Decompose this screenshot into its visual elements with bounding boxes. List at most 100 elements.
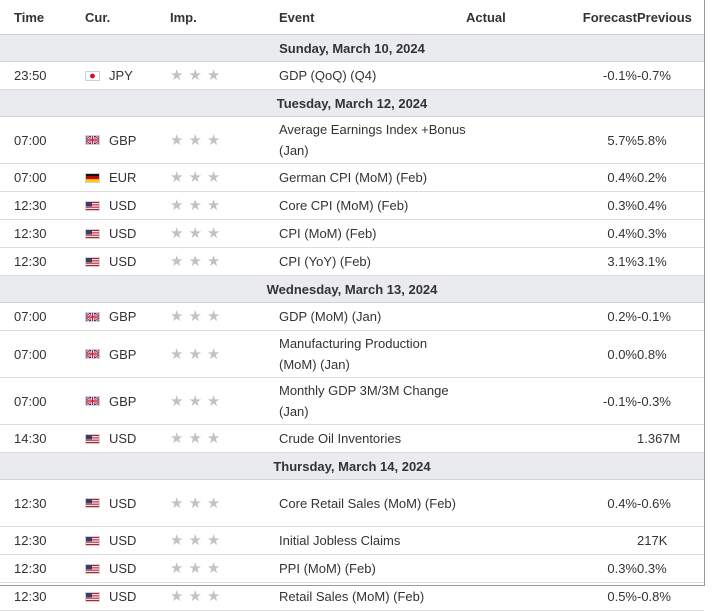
event-name-text[interactable]: German CPI (MoM) (Feb) — [279, 170, 428, 185]
us-flag-icon — [85, 433, 100, 444]
event-name[interactable]: GDP (QoQ) (Q4) — [268, 61, 466, 90]
event-name-text[interactable]: Initial Jobless Claims — [279, 533, 401, 548]
star-icon: ★ — [170, 169, 184, 186]
star-icon: ★ — [188, 532, 202, 549]
star-icon: ★ — [206, 345, 221, 363]
event-name[interactable]: Average Earnings Index +Bonus (Jan) — [268, 116, 466, 164]
event-name[interactable]: CPI (MoM) (Feb) — [268, 219, 466, 248]
event-time: 12:30 — [0, 191, 70, 220]
event-name-text[interactable]: Manufacturing Production (MoM) (Jan) — [279, 336, 428, 372]
event-actual — [466, 302, 558, 331]
event-row[interactable]: 12:30 USD ★ ★ ★ CPI (YoY) (Feb) 3.1% 3.1% — [0, 247, 704, 276]
star-icon: ★ — [188, 560, 202, 577]
currency-wrap: USD — [70, 226, 158, 241]
event-forecast: -0.1% — [558, 377, 637, 425]
event-previous: 0.2% — [637, 163, 704, 192]
event-row[interactable]: 14:30 USD ★ ★ ★ Crude Oil Inventories 1.367M — [0, 424, 704, 453]
event-row[interactable]: 12:30 USD ★ ★ ★ Retail Sales (MoM) (Feb) 0.5% -… — [0, 582, 704, 611]
col-previous[interactable]: Previous — [637, 0, 704, 35]
event-name-text[interactable]: PPI (MoM) (Feb) — [279, 561, 376, 576]
event-previous: 0.8% — [637, 330, 704, 378]
event-row[interactable]: 07:00 GBP ★ ★ ★ Average Earnings Index +Bonus… — [0, 116, 704, 164]
event-actual — [466, 526, 558, 555]
event-row[interactable]: 12:30 USD ★ ★ ★ Initial Jobless Claims 217K — [0, 526, 704, 555]
event-name-text[interactable]: Monthly GDP 3M/3M Change (Jan) — [279, 383, 449, 419]
uk-flag-icon — [85, 135, 100, 145]
event-name-text[interactable]: CPI (MoM) (Feb) — [279, 226, 377, 241]
currency-wrap: USD — [70, 198, 158, 213]
event-name[interactable]: Monthly GDP 3M/3M Change (Jan) — [268, 377, 466, 425]
col-importance[interactable]: Imp. — [158, 0, 268, 35]
event-forecast: -0.1% — [558, 61, 637, 90]
currency-wrap: USD — [70, 496, 158, 511]
currency-wrap: GBP — [70, 133, 158, 148]
japan-flag-icon — [85, 70, 100, 81]
event-importance: ★ ★ ★ — [158, 554, 268, 583]
event-row[interactable]: 07:00 GBP ★ ★ ★ Monthly GDP 3M/3M Change (Jan… — [0, 377, 704, 425]
event-row[interactable]: 12:30 USD ★ ★ ★ CPI (MoM) (Feb) 0.4% 0.3% — [0, 219, 704, 248]
star-icon: ★ — [170, 560, 184, 577]
star-icon: ★ — [206, 197, 221, 214]
event-row[interactable]: 07:00 GBP ★ ★ ★ GDP (MoM) (Jan) 0.2% -0.1% — [0, 302, 704, 331]
event-name[interactable]: German CPI (MoM) (Feb) — [268, 163, 466, 192]
event-time: 07:00 — [0, 377, 70, 425]
star-icon: ★ — [206, 67, 221, 84]
event-name-text[interactable]: Core Retail Sales (MoM) (Feb) — [279, 495, 456, 511]
importance-stars: ★ ★ ★ — [158, 309, 268, 324]
star-icon: ★ — [170, 392, 184, 410]
event-name[interactable]: Initial Jobless Claims — [268, 526, 466, 555]
event-row[interactable]: 07:00 GBP ★ ★ ★ Manufacturing Production (MoM… — [0, 330, 704, 378]
event-importance: ★ ★ ★ — [158, 191, 268, 220]
star-icon: ★ — [206, 430, 221, 447]
event-name-text[interactable]: GDP (QoQ) (Q4) — [279, 68, 377, 83]
event-name[interactable]: Manufacturing Production (MoM) (Jan) — [268, 330, 466, 378]
event-row[interactable]: 23:50 JPY ★ ★ ★ GDP (QoQ) (Q4) -0.1% -0.7% — [0, 61, 704, 90]
us-flag-icon — [85, 535, 100, 546]
event-time: 23:50 — [0, 61, 70, 90]
event-row[interactable]: 12:30 USD ★ ★ ★ Core CPI (MoM) (Feb) 0.3% 0.4% — [0, 191, 704, 220]
currency-wrap: USD — [70, 254, 158, 269]
day-date: Wednesday, March 13, 2024 — [0, 275, 704, 303]
event-name[interactable]: Crude Oil Inventories — [268, 424, 466, 453]
event-name[interactable]: Core Retail Sales (MoM) (Feb) — [268, 479, 466, 527]
currency-wrap: GBP — [70, 394, 158, 409]
event-actual — [466, 554, 558, 583]
event-row[interactable]: 12:30 USD ★ ★ ★ Core Retail Sales (MoM) (Feb)… — [0, 479, 704, 527]
event-name-text[interactable]: CPI (YoY) (Feb) — [279, 254, 371, 269]
currency-code: USD — [109, 589, 137, 604]
event-name[interactable]: PPI (MoM) (Feb) — [268, 554, 466, 583]
event-name-text[interactable]: Retail Sales (MoM) (Feb) — [279, 589, 425, 604]
event-row[interactable]: 12:30 USD ★ ★ ★ PPI (MoM) (Feb) 0.3% 0.3% — [0, 554, 704, 583]
event-time: 07:00 — [0, 163, 70, 192]
event-name-text[interactable]: GDP (MoM) (Jan) — [279, 309, 382, 324]
currency-code: USD — [109, 431, 137, 446]
event-currency: USD — [70, 247, 158, 276]
col-time[interactable]: Time — [0, 0, 70, 35]
event-time: 12:30 — [0, 247, 70, 276]
event-forecast — [558, 424, 637, 453]
event-currency: USD — [70, 191, 158, 220]
event-currency: GBP — [70, 302, 158, 331]
event-previous: 1.367M — [637, 424, 704, 453]
col-event[interactable]: Event — [268, 0, 466, 35]
event-row[interactable]: 07:00 EUR ★ ★ ★ German CPI (MoM) (Feb) 0.4% 0.2… — [0, 163, 704, 192]
event-time: 07:00 — [0, 116, 70, 164]
event-previous: -0.8% — [637, 582, 704, 611]
event-name-text[interactable]: Crude Oil Inventories — [279, 431, 402, 446]
star-icon: ★ — [206, 169, 221, 186]
currency-code: GBP — [109, 346, 137, 362]
event-forecast: 3.1% — [558, 247, 637, 276]
star-icon: ★ — [188, 392, 202, 410]
event-name[interactable]: CPI (YoY) (Feb) — [268, 247, 466, 276]
event-name[interactable]: Retail Sales (MoM) (Feb) — [268, 582, 466, 611]
star-icon: ★ — [188, 494, 202, 512]
star-icon: ★ — [206, 225, 221, 242]
col-actual[interactable]: Actual — [466, 0, 558, 35]
col-currency[interactable]: Cur. — [70, 0, 158, 35]
event-name[interactable]: GDP (MoM) (Jan) — [268, 302, 466, 331]
event-name-text[interactable]: Core CPI (MoM) (Feb) — [279, 198, 409, 213]
col-forecast[interactable]: Forecast — [558, 0, 637, 35]
importance-stars: ★ ★ ★ — [158, 198, 268, 213]
event-name[interactable]: Core CPI (MoM) (Feb) — [268, 191, 466, 220]
event-name-text[interactable]: Average Earnings Index +Bonus (Jan) — [279, 122, 466, 158]
